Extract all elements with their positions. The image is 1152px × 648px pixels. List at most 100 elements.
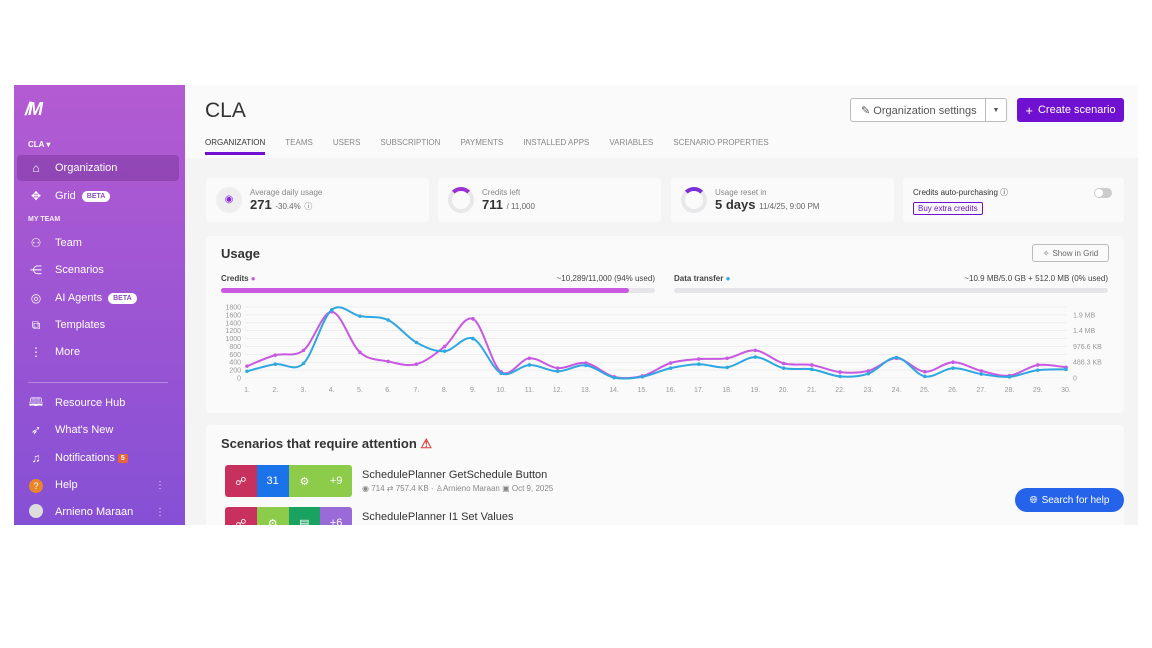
data-point [245,369,249,374]
kebab-icon[interactable]: ⋮ [155,506,165,518]
page-title: CLA [205,99,246,122]
search-for-help-button[interactable]: 🌐︎ Search for help [1015,488,1124,512]
sidebar-item-organization[interactable]: ⌂ Organization [17,155,179,181]
data-point [922,369,927,374]
tab-teams[interactable]: TEAMS [285,138,313,147]
globe-icon: 🌐︎ [1029,494,1038,506]
tab-variables[interactable]: VARIABLES [609,138,654,147]
data-point [442,349,447,353]
total: / 11,000 [506,202,535,211]
x-tick-label: 10. [496,387,506,394]
y-tick-label: 1800 [225,305,241,312]
info-icon[interactable]: ⓘ [1000,188,1009,197]
sidebar-item-whats-new[interactable]: ➶ What's New [17,417,179,443]
data-point [725,356,729,361]
eye-icon: ◉ [362,484,372,493]
x-tick-label: 23. [863,387,873,394]
home-icon: ⌂ [32,161,40,175]
data-point [527,356,532,361]
x-tick-label: 28. [1005,387,1015,394]
sidebar-item-help[interactable]: ? Help ⋮ [17,472,179,498]
tab-payments[interactable]: PAYMENTS [460,138,504,147]
sidebar-item-profile[interactable]: Arnieno Maraan ⋮ [17,499,179,525]
ai-agents-icon: ◎ [30,291,42,305]
app-window: /M CLA ▾ ⌂ Organization ✥ Grid BETA MY TEAM… [14,85,1138,525]
auto-purchase-toggle[interactable] [1094,188,1112,198]
scenario-row[interactable]: ☍ ⚙ ▤ +6 SchedulePlanner I1 Set Values [225,507,513,525]
scenario-row[interactable]: ☍ 31 ⚙ +9 SchedulePlanner GetSchedule Butto… [225,465,553,497]
usage-icon: ◉ [216,187,242,213]
data-point [951,366,955,370]
templates-icon: ⧉ [31,317,41,332]
sidebar-item-more[interactable]: ⋮ More [17,339,179,365]
x-tick-label: 17. [694,387,704,394]
label: Show in Grid [1052,248,1099,258]
data-point [301,348,306,353]
sidebar-item-grid[interactable]: ✥ Grid BETA [17,183,179,209]
data-point [471,317,475,321]
x-tick-label: 26. [948,387,958,394]
stat-usage-reset: Usage reset in 5 days 11/4/25, 9:00 PM [671,178,894,222]
user-icon: ♙ [435,484,443,493]
tools-icon: ⚙ [288,465,321,497]
scenario-name[interactable]: SchedulePlanner I1 Set Values [362,511,514,523]
tabs: ORGANIZATION TEAMS USERS SUBSCRIPTION PA… [205,138,769,155]
tab-installed-apps[interactable]: INSTALLED APPS [523,138,590,147]
make-logo[interactable]: /M [25,99,43,119]
org-switcher[interactable]: CLA ▾ [28,140,51,149]
tab-users[interactable]: USERS [332,138,361,147]
data-point [697,362,701,367]
label: Team [55,237,82,249]
label: Resource Hub [55,397,126,409]
y-tick-label: 800 [229,344,241,351]
tab-subscription[interactable]: SUBSCRIPTION [380,138,441,147]
book-icon: 🕮 [28,394,44,409]
sidebar-item-team[interactable]: ⚇ Team [17,230,179,256]
scenario-app-icons: ☍ 31 ⚙ +9 [225,465,352,497]
label: What's New [55,424,114,436]
scenario-app-icons: ☍ ⚙ ▤ +6 [225,507,352,525]
label: Organization [55,162,118,174]
data-point [838,370,842,374]
y-tick-label: 600 [229,352,241,359]
transfer-label: Data transfer [674,274,724,283]
sidebar-item-templates[interactable]: ⧉ Templates [17,312,179,338]
create-scenario-button[interactable]: + Create scenario [1017,98,1124,122]
series-line-credits [246,310,1067,380]
scenarios-title: Scenarios that require attention [221,436,417,451]
plus-icon: + [1025,102,1033,118]
buy-extra-credits-button[interactable]: Buy extra credits [913,202,983,215]
credits-dot: ● [250,274,256,283]
label: Organization settings [873,104,977,117]
sidebar-item-ai-agents[interactable]: ◎ AI Agents BETA [17,285,179,311]
data-point [555,369,560,374]
organization-settings-button[interactable]: ✎ Organization settings ▼ [850,98,1007,122]
data-point [951,360,955,365]
x-tick-label: 15. [638,387,648,394]
data-point [527,363,532,367]
x-tick-label: 27. [976,387,986,394]
credits-usage-text: ~10,289/11,000 (94% used) [556,274,655,283]
help-icon: ? [17,478,55,493]
sidebar-item-scenarios[interactable]: ⋲ Scenarios [17,257,179,283]
sidebar-item-resource-hub[interactable]: 🕮 Resource Hub [17,390,179,416]
show-in-grid-button[interactable]: ✧ Show in Grid [1032,244,1109,262]
operations: 714 [371,484,385,493]
label: Arnieno Maraan [55,506,134,518]
team-icon: ⚇ [30,236,42,250]
data-point [781,361,786,366]
more-apps-count: +9 [320,465,352,497]
tab-scenario-properties[interactable]: SCENARIO PROPERTIES [673,138,769,147]
chevron-down-icon[interactable]: ▼ [985,99,1006,121]
transfer-icon: ⇄ [386,484,394,493]
stat-credits-left: Credits left 711 / 11,000 [438,178,661,222]
tab-organization[interactable]: ORGANIZATION [205,138,266,155]
scenario-name[interactable]: SchedulePlanner GetSchedule Button [362,469,548,481]
info-icon[interactable]: ⓘ [304,202,313,211]
data-point [753,348,758,353]
y-right-tick-label: 1.9 MB [1073,312,1096,319]
sidebar-item-notifications[interactable]: ♫ Notifications 5 [17,445,179,471]
kebab-icon[interactable]: ⋮ [155,479,165,491]
stat-auto-purchasing: Credits auto-purchasing ⓘ Buy extra credi… [903,178,1124,222]
data-point [386,359,391,364]
